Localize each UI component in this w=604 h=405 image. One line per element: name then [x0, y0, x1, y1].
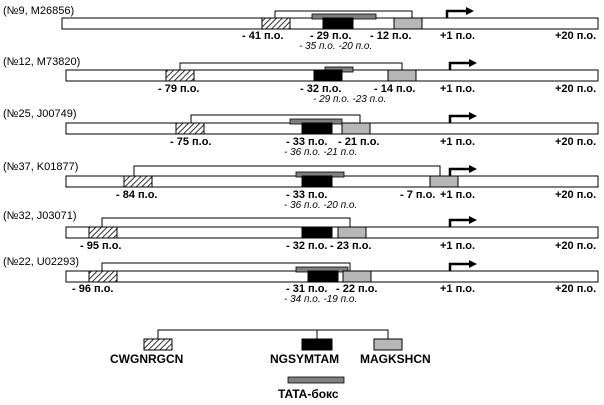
promoter-id-label: (№25, J00749) [3, 108, 77, 120]
magkshcn-position-label: - 7 п.о. [400, 189, 435, 201]
cwgnrgcn-position-label: - 95 п.о. [80, 240, 122, 252]
magkshcn-position-label: - 12 п.о. [370, 30, 412, 42]
legend-tata-swatch [287, 376, 345, 384]
magkshcn-position-label: - 22 п.о. [336, 283, 378, 295]
cwgnrgcn-position-label: - 84 п.о. [116, 189, 158, 201]
promoter-row-3: (№25, J00749) - 75 п.о. - 33 п.о. - 21 п… [3, 108, 599, 158]
cwgnrgcn-block [88, 270, 118, 283]
magkshcn-block [341, 122, 371, 135]
end-position-label: +20 п.о. [555, 30, 596, 42]
ngsymtam-block [301, 175, 333, 188]
cwgnrgcn-position-label: - 79 п.о. [158, 83, 200, 95]
tss-position-label: +1 п.о. [440, 30, 475, 42]
connector-line [190, 114, 361, 125]
promoter-id-label: (№22, U02293) [3, 256, 79, 268]
tss-arrow-icon [445, 7, 474, 18]
ngsymtam-position-label: - 32 п.о. [300, 83, 342, 95]
legend-cwgnrgcn-label: CWGNRGCN [110, 352, 183, 366]
tata-range-label: - 36 п.о. -20 п.о. [284, 200, 357, 211]
ngsymtam-block [322, 17, 354, 30]
ngsymtam-block [301, 122, 333, 135]
end-position-label: +20 п.о. [555, 136, 596, 148]
connector-line [179, 62, 403, 72]
promoter-id-label: (№9, M26856) [3, 5, 74, 17]
tata-range-label: - 34 п.о. -19 п.о. [284, 294, 357, 305]
cwgnrgcn-position-label: - 75 п.о. [170, 136, 212, 148]
end-position-label: +20 п.о. [555, 189, 596, 201]
legend-tata-label: TATA-бокс [278, 387, 339, 401]
promoter-row-6: (№22, U02293) - 96 п.о. - 31 п.о. - 22 п… [3, 256, 599, 305]
cwgnrgcn-block [175, 122, 205, 135]
legend-cwgnrgcn-swatch [143, 338, 173, 351]
magkshcn-block [337, 226, 367, 239]
legend-magkshcn-swatch [373, 338, 403, 351]
ngsymtam-block [301, 226, 333, 239]
tata-range-label: - 35 п.о. -20 п.о. [299, 41, 372, 52]
tss-arrow-icon [448, 112, 477, 123]
tss-position-label: +1 п.о. [440, 83, 475, 95]
cwgnrgcn-block [123, 175, 153, 188]
legend-ngsymtam-swatch [301, 338, 333, 351]
promoter-row-2: (№12, M73820) - 79 п.о. - 32 п.о. - 14 п… [3, 56, 599, 105]
tata-range-label: - 29 п.о. -23 п.о. [313, 94, 386, 105]
promoter-row-4: (№37, K01877) - 84 п.о. - 33 п.о. - 7 п.… [3, 161, 599, 211]
tss-arrow-icon [448, 59, 477, 70]
tss-position-label: +1 п.о. [440, 283, 475, 295]
tss-position-label: +1 п.о. [440, 189, 475, 201]
end-position-label: +20 п.о. [555, 240, 596, 252]
ngsymtam-position-label: - 33 п.о. [286, 189, 328, 201]
tata-range-label: - 36 п.о. -21 п.о. [284, 147, 357, 158]
end-position-label: +20 п.о. [555, 83, 596, 95]
ngsymtam-position-label: - 29 п.о. [310, 30, 352, 42]
magkshcn-block [393, 17, 423, 30]
magkshcn-position-label: - 21 п.о. [338, 136, 380, 148]
tss-arrow-icon [448, 165, 477, 176]
ngsymtam-position-label: - 32 п.о. [286, 240, 328, 252]
magkshcn-block [387, 69, 417, 82]
connector-line [133, 165, 441, 178]
promoter-id-label: (№32, J03071) [3, 210, 77, 222]
ngsymtam-position-label: - 31 п.о. [286, 283, 328, 295]
ngsymtam-block [313, 69, 343, 82]
promoter-id-label: (№37, K01877) [3, 161, 78, 173]
ngsymtam-block [307, 270, 339, 283]
legend-magkshcn-label: MAGKSHCN [360, 352, 431, 366]
tss-position-label: +1 п.о. [440, 240, 475, 252]
cwgnrgcn-position-label: - 96 п.о. [72, 283, 114, 295]
connector-line [101, 262, 351, 273]
promoter-row-5: (№32, J03071) - 95 п.о. - 32 п.о. - 23 п… [3, 210, 599, 252]
legend-connector-line [157, 329, 389, 339]
cwgnrgcn-position-label: - 41 п.о. [242, 30, 284, 42]
legend: CWGNRGCN NGSYMTAM MAGKSHCN TATA-бокс [110, 329, 431, 401]
magkshcn-position-label: - 23 п.о. [330, 240, 372, 252]
magkshcn-block [429, 175, 459, 188]
promoter-row-1: (№9, M26856) - 41 п.о. - 29 п.о. - 12 п.… [3, 5, 599, 52]
tss-arrow-icon [448, 216, 477, 227]
legend-ngsymtam-label: NGSYMTAM [270, 352, 339, 366]
promoter-id-label: (№12, M73820) [3, 56, 80, 68]
end-position-label: +20 п.о. [555, 283, 596, 295]
magkshcn-block [342, 270, 372, 283]
tss-position-label: +1 п.о. [440, 136, 475, 148]
ngsymtam-position-label: - 33 п.о. [286, 136, 328, 148]
cwgnrgcn-block [165, 69, 195, 82]
connector-line [274, 10, 413, 20]
magkshcn-position-label: - 14 п.о. [374, 83, 416, 95]
cwgnrgcn-block [88, 226, 118, 239]
cwgnrgcn-block [261, 17, 291, 30]
tss-arrow-icon [448, 260, 477, 271]
connector-line [101, 217, 351, 229]
